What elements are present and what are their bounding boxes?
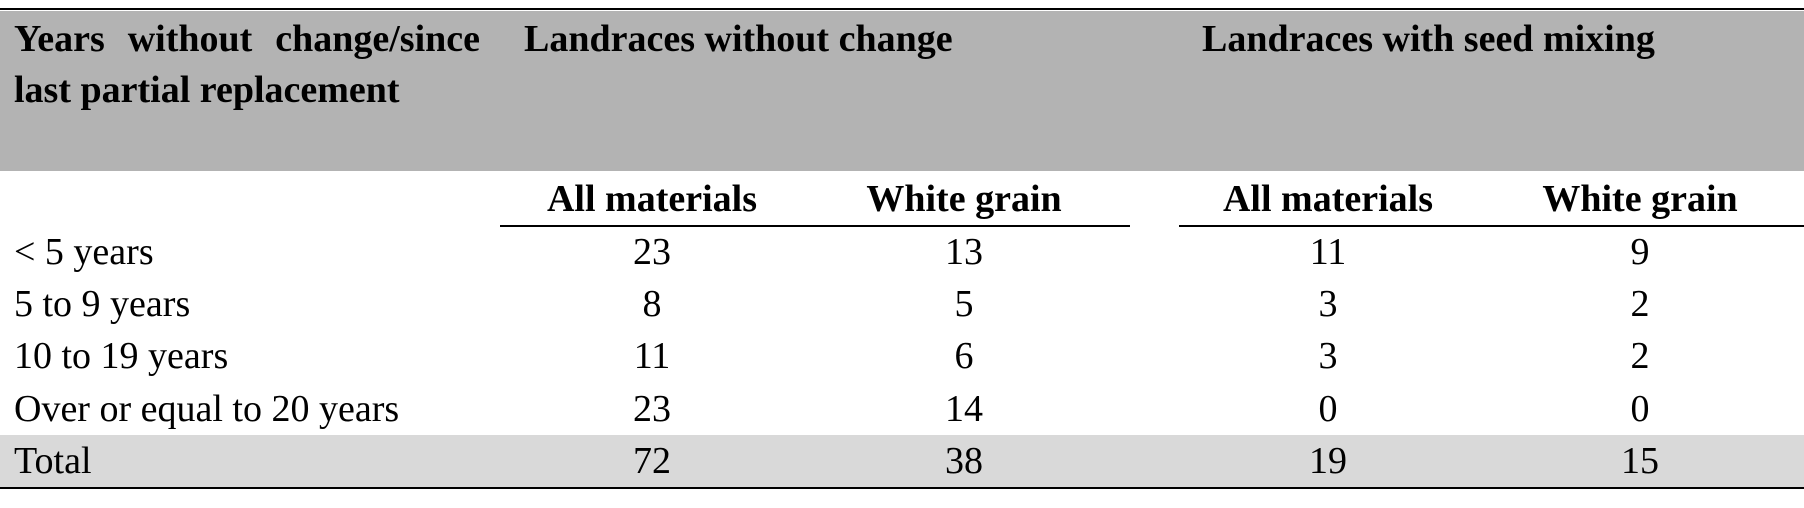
- cell: 6: [954, 335, 974, 377]
- total-band: [0, 435, 1804, 487]
- rule: [0, 487, 1804, 489]
- cell: 11: [633, 335, 671, 377]
- subheader: All materials: [546, 178, 758, 220]
- group-header: Landraces without change: [524, 18, 953, 60]
- row-label: 10 to 19 years: [14, 335, 229, 377]
- row-label: < 5 years: [14, 231, 154, 273]
- row-label: 5 to 9 years: [14, 283, 191, 325]
- cell: 3: [1318, 283, 1338, 325]
- subheader: White grain: [1542, 178, 1738, 220]
- cell: 3: [1318, 335, 1338, 377]
- subheader: All materials: [1222, 178, 1434, 220]
- row-label: Over or equal to 20 years: [14, 388, 400, 430]
- cell: 0: [1318, 388, 1338, 430]
- cell: 11: [1309, 231, 1347, 273]
- cell: 23: [633, 388, 671, 430]
- rule: [500, 225, 1130, 227]
- group-header: Landraces with seed mixing: [1202, 18, 1655, 60]
- cell: 72: [633, 440, 671, 482]
- rule: [0, 8, 1804, 10]
- rule: [1179, 225, 1804, 227]
- header-band: [0, 11, 1804, 171]
- cell: 14: [945, 388, 983, 430]
- cell: 2: [1630, 283, 1650, 325]
- cell: 19: [1309, 440, 1347, 482]
- cell: 15: [1621, 440, 1659, 482]
- cell: 5: [954, 283, 974, 325]
- cell: 2: [1630, 335, 1650, 377]
- total-label: Total: [14, 440, 92, 482]
- cell: 9: [1630, 231, 1650, 273]
- cell: 8: [642, 283, 662, 325]
- cell: 38: [945, 440, 983, 482]
- subheader: White grain: [866, 178, 1062, 220]
- cell: 0: [1630, 388, 1650, 430]
- cell: 23: [633, 231, 671, 273]
- column-header: Years without change/since last partial …: [14, 18, 480, 111]
- cell: 13: [945, 231, 983, 273]
